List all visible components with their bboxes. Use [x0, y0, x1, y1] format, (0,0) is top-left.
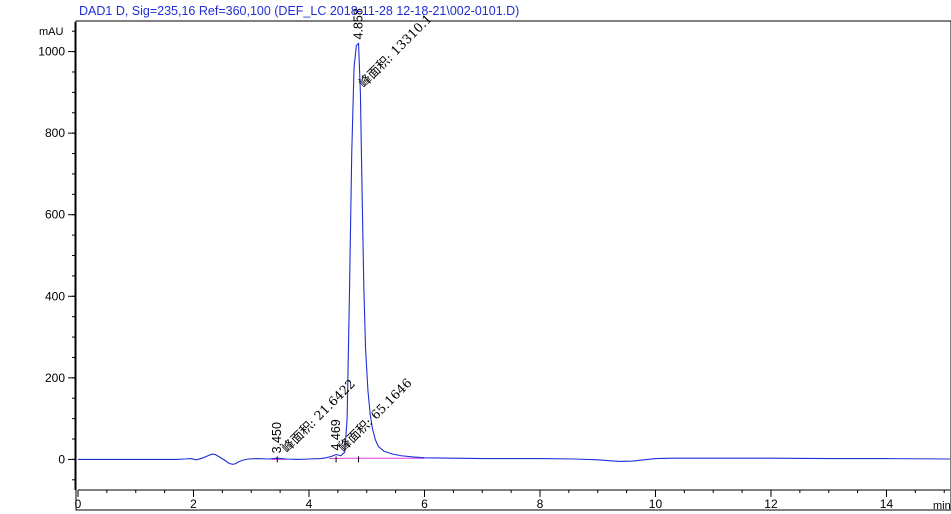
- x-tick-label: 10: [649, 497, 663, 511]
- y-axis-unit-label: mAU: [39, 26, 64, 38]
- y-tick-label: 1000: [38, 45, 65, 59]
- x-tick-label: 12: [764, 497, 778, 511]
- y-tick-label: 400: [45, 289, 65, 303]
- x-tick-label: 14: [880, 497, 894, 511]
- y-tick-label: 600: [45, 208, 65, 222]
- signal-trace: [78, 42, 951, 465]
- x-axis-unit-label: min: [933, 500, 951, 512]
- y-tick-label: 800: [45, 126, 65, 140]
- major-ticks: 0 2 4 6 8 10 12 14 0 200 400 600 800 1000: [38, 22, 950, 511]
- peak-markers: [276, 456, 360, 463]
- x-tick-label: 0: [75, 497, 82, 511]
- minor-ticks: [72, 30, 945, 493]
- x-tick-label: 4: [306, 497, 313, 511]
- chart-title: DAD1 D, Sig=235,16 Ref=360,100 (DEF_LC 2…: [79, 4, 519, 18]
- peak-area-label: 峰面积: 13310.1: [355, 11, 434, 90]
- x-tick-label: 8: [537, 497, 544, 511]
- y-tick-label: 200: [45, 371, 65, 385]
- y-tick-label: 0: [58, 452, 65, 466]
- x-tick-label: 2: [190, 497, 197, 511]
- retention-time-label: 4.469: [329, 419, 343, 450]
- x-tick-label: 6: [421, 497, 428, 511]
- plot-frame: [75, 20, 951, 511]
- retention-time-label: 4.858: [352, 8, 366, 39]
- retention-time-label: 3.450: [270, 422, 284, 453]
